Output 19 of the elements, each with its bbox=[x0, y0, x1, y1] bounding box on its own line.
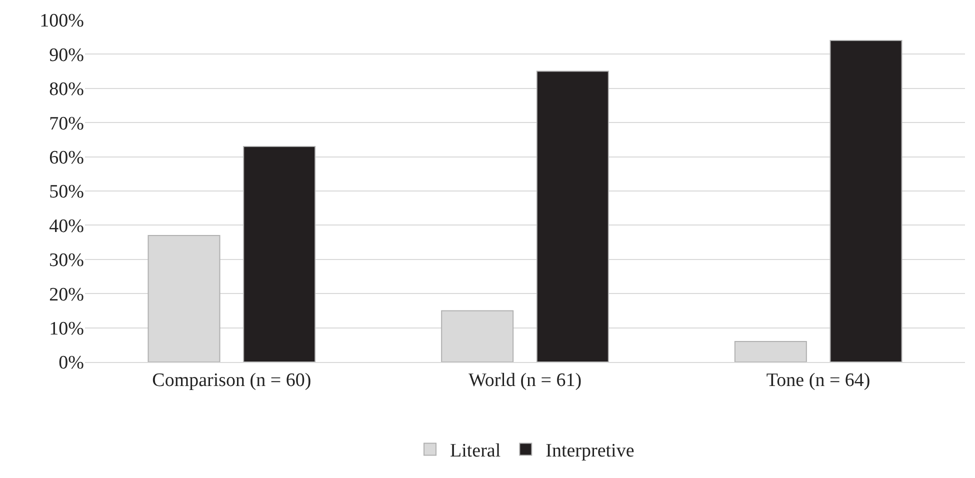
legend-label: Interpretive bbox=[546, 440, 634, 462]
y-tick-label: 80% bbox=[49, 79, 84, 100]
y-tick-label: 70% bbox=[49, 113, 84, 134]
y-tick-label: 10% bbox=[49, 318, 84, 340]
y-tick-label: 30% bbox=[49, 250, 84, 272]
y-tick-label: 40% bbox=[49, 216, 84, 237]
bar bbox=[830, 40, 902, 362]
y-tick-label: 20% bbox=[49, 284, 84, 306]
legend-label: Literal bbox=[450, 440, 501, 462]
y-tick-label: 0% bbox=[58, 352, 84, 374]
bar bbox=[243, 146, 316, 362]
bar bbox=[536, 70, 609, 362]
y-tick-label: 50% bbox=[49, 182, 84, 203]
x-tick-label: World (n = 61) bbox=[468, 370, 582, 391]
x-tick-label: Comparison (n = 60) bbox=[152, 370, 312, 391]
y-tick-label: 60% bbox=[49, 147, 84, 168]
y-tick-label: 90% bbox=[49, 44, 84, 66]
x-tick-label: Tone (n = 64) bbox=[766, 370, 870, 391]
y-tick-label: 100% bbox=[40, 10, 84, 32]
